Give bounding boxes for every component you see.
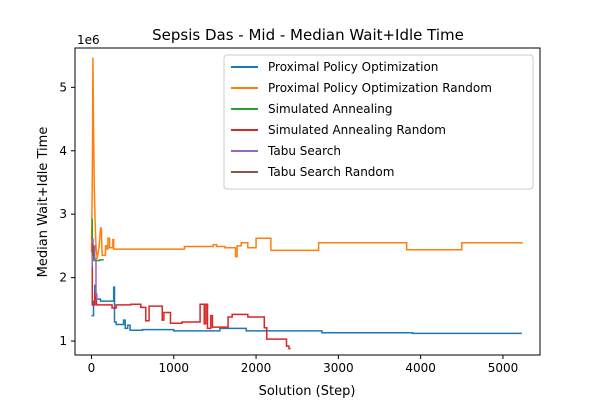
y-tick-label: 1 [59, 334, 67, 348]
y-axis-label: Median Wait+Idle Time [36, 127, 51, 278]
x-axis-label: Solution (Step) [259, 384, 356, 399]
y-axis: 1 2 3 4 5 [59, 80, 75, 348]
series-line-tabu-search-random [91, 243, 95, 257]
legend-label: Simulated Annealing Random [268, 123, 446, 137]
x-tick-label: 4000 [405, 361, 436, 375]
series-line-proximal-policy-optimization-random [90, 57, 523, 259]
x-tick-label: 1000 [158, 361, 189, 375]
legend: Proximal Policy Optimization Proximal Pol… [223, 54, 534, 190]
legend-label: Simulated Annealing [268, 102, 393, 116]
x-tick-label: 2000 [241, 361, 272, 375]
series-line-simulated-annealing-random [91, 237, 291, 350]
legend-label: Tabu Search [267, 144, 341, 158]
y-tick-label: 2 [59, 271, 67, 285]
x-tick-label: 3000 [323, 361, 354, 375]
legend-label: Tabu Search Random [267, 165, 394, 179]
y-tick-label: 3 [59, 207, 67, 221]
y-tick-label: 5 [59, 80, 67, 94]
y-axis-scale-label: 1e6 [77, 33, 100, 47]
plot-frame [74, 47, 541, 356]
legend-label: Proximal Policy Optimization [268, 60, 438, 74]
series-line-proximal-policy-optimization [91, 284, 522, 335]
x-tick-label: 0 [88, 361, 96, 375]
legend-label: Proximal Policy Optimization Random [268, 81, 492, 95]
chart-title: Sepsis Das - Mid - Median Wait+Idle Time [152, 26, 464, 44]
y-tick-label: 4 [59, 144, 67, 158]
legend-box [223, 54, 534, 190]
x-tick-label: 5000 [488, 361, 519, 375]
x-axis: 0 1000 2000 3000 4000 5000 [88, 355, 519, 375]
